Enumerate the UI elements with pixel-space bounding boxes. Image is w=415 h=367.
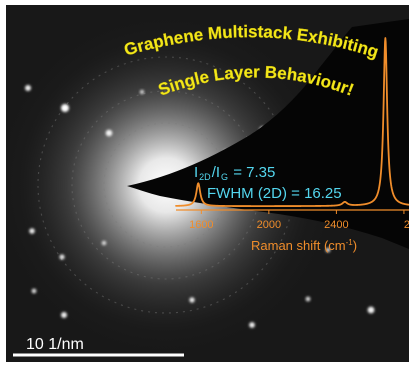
raman-tick-label: 280: [404, 219, 409, 231]
diffraction-spot: [305, 296, 311, 302]
diffraction-spot: [29, 228, 35, 234]
raman-tick-label: 2400: [324, 219, 348, 231]
scale-bar-label: 10 1/nm: [26, 336, 84, 353]
diffraction-spot: [139, 89, 145, 95]
diffraction-spot: [189, 297, 195, 303]
diffraction-spot: [61, 312, 67, 318]
diffraction-spot: [101, 240, 107, 246]
diffraction-spot: [25, 85, 31, 91]
raman-inset: 1600 2000 2400 280: [175, 37, 409, 231]
raman-ticks: 1600 2000 2400 280: [189, 210, 409, 231]
beam-stopper: [127, 19, 409, 249]
raman-series-line: [175, 37, 409, 207]
diffraction-spot: [367, 306, 375, 314]
diffraction-spot: [325, 247, 331, 253]
diffraction-spot: [61, 104, 69, 112]
diffraction-panel: Graphene Multistack Exhibiting Single La…: [6, 5, 409, 362]
diffraction-svg: Graphene Multistack Exhibiting Single La…: [6, 5, 409, 362]
raman-tick-label: 2000: [257, 219, 281, 231]
fwhm-annotation: FWHM (2D) = 16.25: [207, 185, 342, 202]
diffraction-spot: [249, 322, 255, 328]
diffraction-spot: [105, 129, 113, 137]
ratio-annotation: I2D/IG = 7.35: [194, 164, 276, 182]
diffraction-spot: [31, 288, 37, 294]
raman-tick-label: 1600: [189, 219, 213, 231]
diffraction-spot: [59, 254, 65, 260]
raman-axis-label: Raman shift (cm-1): [251, 238, 358, 253]
